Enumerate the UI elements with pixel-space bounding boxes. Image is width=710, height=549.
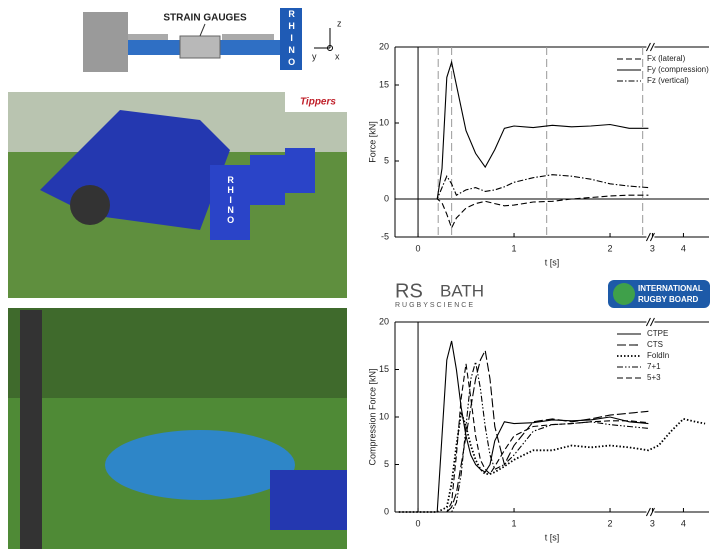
series-line xyxy=(398,174,649,200)
legend-label: Fy (compression) xyxy=(647,65,709,74)
axis-break xyxy=(645,507,651,517)
x-tick-label: 3 xyxy=(650,518,655,528)
axis-label: x xyxy=(335,51,340,61)
legend-label: Fx (lateral) xyxy=(647,54,686,63)
rail xyxy=(128,34,168,40)
axis-break xyxy=(645,42,651,52)
sign xyxy=(285,92,347,112)
x-tick-label: 2 xyxy=(608,243,613,253)
post xyxy=(20,310,42,549)
logo-irb-text: RUGBY BOARD xyxy=(638,295,699,304)
logo-bath: BATH xyxy=(440,281,484,300)
series-line xyxy=(398,361,649,513)
rail xyxy=(222,34,274,40)
axis-label: z xyxy=(337,18,342,28)
x-axis-label: t [s] xyxy=(545,257,560,267)
x-tick-label: 0 xyxy=(416,518,421,528)
y-tick-label: 5 xyxy=(384,459,389,469)
machine-pad xyxy=(210,165,250,240)
logo-irb-ball xyxy=(613,283,635,305)
y-tick-label: -5 xyxy=(381,231,389,241)
machine-pad xyxy=(285,148,315,193)
legend-label: 7+1 xyxy=(647,362,661,371)
series-line xyxy=(398,340,649,513)
pad-label: RHINO xyxy=(226,175,236,225)
axis-break xyxy=(645,232,651,242)
legend-label: CTS xyxy=(647,340,663,349)
series-line xyxy=(398,348,649,513)
y-tick-label: 0 xyxy=(384,506,389,516)
gauge xyxy=(179,35,221,59)
series-line xyxy=(398,60,649,200)
y-tick-label: 20 xyxy=(379,316,389,326)
x-axis-label: t [s] xyxy=(545,532,560,542)
y-tick-label: 10 xyxy=(379,117,389,127)
photo-scrum xyxy=(8,308,347,549)
axis-break xyxy=(649,317,655,327)
y-tick-label: 0 xyxy=(384,193,389,203)
series-line xyxy=(398,194,649,230)
logo-irb xyxy=(608,280,710,308)
sign-text: Tippers xyxy=(300,97,336,108)
logo-irb-text: INTERNATIONAL xyxy=(638,284,703,293)
hedge xyxy=(8,308,347,398)
pointer xyxy=(199,23,206,37)
photo-rig: Tippers RHINO xyxy=(8,92,347,298)
x-tick-label: 0 xyxy=(416,243,421,253)
y-axis-label: Compression Force [kN] xyxy=(367,368,377,465)
y-axis-label: Force [kN] xyxy=(367,121,377,163)
x-tick-label: 4 xyxy=(681,243,686,253)
machine xyxy=(270,470,347,530)
series-line xyxy=(398,412,706,513)
y-tick-label: 5 xyxy=(384,155,389,165)
legend-label: 5+3 xyxy=(647,373,661,382)
logo-rs: RS xyxy=(395,280,423,302)
x-tick-label: 2 xyxy=(608,518,613,528)
wheel xyxy=(70,185,110,225)
x-tick-label: 4 xyxy=(681,518,686,528)
axis-x xyxy=(327,45,333,51)
axis-break xyxy=(649,42,655,52)
axis-break xyxy=(645,317,651,327)
y-tick-label: 15 xyxy=(379,364,389,374)
pad-label: RHINO xyxy=(287,9,297,69)
x-tick-label: 1 xyxy=(512,518,517,528)
y-tick-label: 20 xyxy=(379,41,389,51)
machine-pad xyxy=(250,155,285,205)
rig-diagram: STRAIN GAUGES RHINO z y x xyxy=(83,8,342,72)
pad xyxy=(280,8,302,70)
series-line xyxy=(398,363,649,513)
logo-rugbyscience: RUGBYSCIENCE xyxy=(395,302,475,309)
diagram-label: STRAIN GAUGES xyxy=(163,13,247,24)
x-tick-label: 3 xyxy=(650,243,655,253)
y-tick-label: 10 xyxy=(379,411,389,421)
legend-label: FoldIn xyxy=(647,351,669,360)
x-tick-label: 1 xyxy=(512,243,517,253)
y-tick-label: 15 xyxy=(379,79,389,89)
logos: RS BATH RUGBYSCIENCE INTERNATIONAL RUGBY… xyxy=(395,280,710,309)
players xyxy=(105,430,295,500)
legend-label: Fz (vertical) xyxy=(647,76,689,85)
axis-label: y xyxy=(312,51,317,61)
legend-label: CTPE xyxy=(647,329,668,338)
block xyxy=(83,12,128,72)
